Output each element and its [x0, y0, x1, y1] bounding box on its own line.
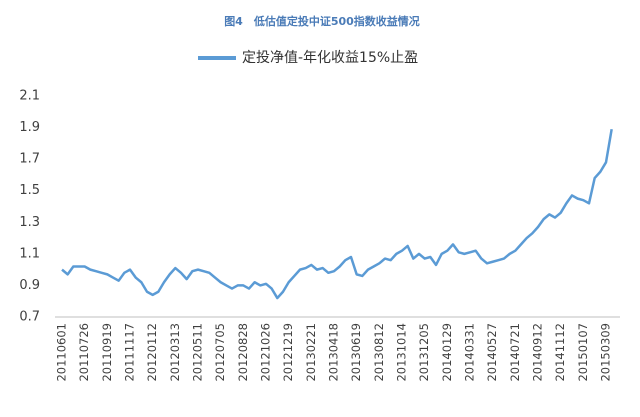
chart-title: 图4 低估值定投中证500指数收益情况: [224, 14, 420, 28]
data-line: [61, 128, 613, 300]
x-tick-label: 20120705: [213, 323, 227, 382]
x-tick-label: 20120112: [145, 323, 159, 382]
x-tick-label: 20110601: [55, 323, 69, 382]
x-tick-label: 20110726: [77, 323, 91, 382]
x-tick-label: 20140721: [508, 323, 522, 382]
x-tick-label: 20140331: [463, 323, 477, 382]
x-tick-label: 20110919: [100, 323, 114, 382]
x-tick-label: 20130418: [327, 323, 341, 382]
y-tick-label: 0.7: [19, 310, 40, 325]
x-tick-label: 20140912: [531, 323, 545, 382]
y-tick-label: 1.5: [19, 183, 40, 198]
legend-label: 定投净值-年化收益15%止盈: [242, 50, 418, 66]
y-tick-label: 1.3: [19, 215, 40, 230]
x-tick-label: 20150309: [599, 323, 613, 382]
y-tick-label: 2.1: [19, 89, 40, 104]
y-tick-label: 1.7: [19, 152, 40, 167]
y-tick-label: 1.1: [19, 246, 40, 261]
y-tick-label: 0.9: [19, 278, 40, 293]
x-tick-label: 20140527: [485, 323, 499, 382]
x-tick-label: 20150107: [576, 323, 590, 382]
x-tick-label: 20121219: [281, 323, 295, 382]
x-tick-label: 20111117: [123, 323, 137, 382]
x-tick-label: 20131205: [417, 323, 431, 382]
x-tick-label: 20120511: [191, 323, 205, 382]
x-tick-label: 20120313: [168, 323, 182, 382]
x-tick-label: 20130619: [349, 323, 363, 382]
x-tick-label: 20141112: [553, 323, 567, 382]
x-tick-label: 20140129: [440, 323, 454, 382]
y-tick-label: 1.9: [19, 120, 40, 135]
x-tick-label: 20120828: [236, 323, 250, 382]
x-tick-label: 20121026: [259, 323, 273, 382]
x-tick-label: 20130812: [372, 323, 386, 382]
x-tick-label: 20130221: [304, 323, 318, 382]
x-tick-label: 20131014: [395, 323, 409, 382]
